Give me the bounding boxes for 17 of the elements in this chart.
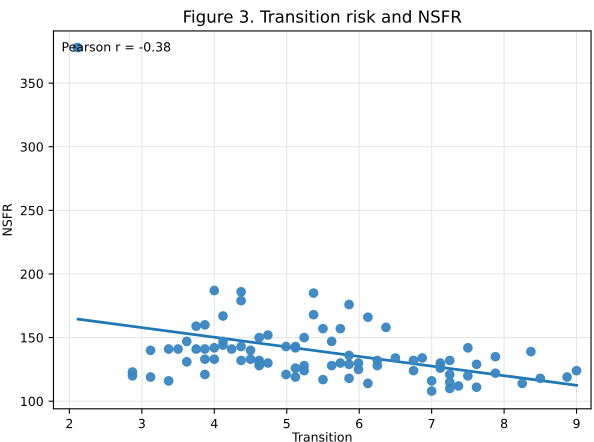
y-tick-label: 250 bbox=[20, 206, 43, 216]
y-tick-label: 350 bbox=[20, 78, 43, 88]
y-tick-label: 150 bbox=[21, 333, 43, 343]
y-tick-label: 200 bbox=[20, 269, 43, 279]
x-tick-label: 9 bbox=[573, 418, 580, 428]
x-tick-label: 2 bbox=[66, 418, 72, 428]
x-tick-label: 5 bbox=[284, 418, 290, 428]
x-tick-label: 8 bbox=[500, 418, 508, 428]
x-axis-title: Transition bbox=[292, 432, 352, 442]
chart-title: Figure 3. Transition risk and NSFR bbox=[184, 10, 462, 26]
x-tick-label: 7 bbox=[428, 418, 435, 428]
x-tick-label: 4 bbox=[210, 418, 218, 428]
y-tick-label: 100 bbox=[21, 396, 43, 406]
x-tick-label: 6 bbox=[356, 418, 362, 428]
y-tick-label: 300 bbox=[20, 142, 43, 152]
y-axis-title: NSFR bbox=[2, 204, 12, 236]
x-tick-label: 3 bbox=[138, 418, 145, 428]
